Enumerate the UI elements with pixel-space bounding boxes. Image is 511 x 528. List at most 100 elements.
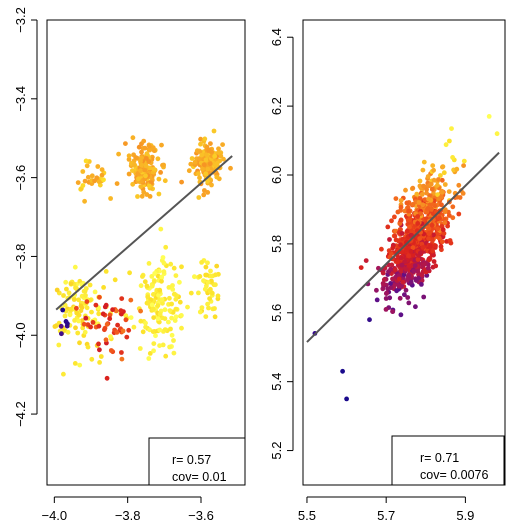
data-point [142, 145, 148, 151]
data-point [68, 281, 74, 287]
data-point [456, 182, 462, 188]
data-point [344, 396, 349, 402]
data-point [173, 273, 179, 278]
data-point [207, 296, 213, 301]
data-point [205, 178, 211, 184]
data-point [461, 158, 467, 164]
data-point [94, 175, 100, 181]
data-point [429, 222, 435, 228]
stat-cov: cov= 0.0076 [420, 468, 489, 482]
data-point [179, 313, 184, 318]
data-point [119, 296, 125, 301]
data-point [205, 280, 211, 285]
data-point [155, 273, 161, 279]
data-point [389, 262, 395, 268]
data-point [214, 263, 220, 269]
data-point [200, 166, 206, 172]
data-point [392, 214, 397, 220]
data-point [388, 266, 394, 272]
x-tick-label: 5.9 [456, 508, 474, 523]
data-point [142, 279, 148, 285]
data-point [439, 177, 445, 183]
data-point [143, 173, 148, 179]
data-point [116, 151, 121, 157]
stat-r: r= 0.57 [172, 453, 211, 467]
data-point [420, 245, 426, 250]
data-point [486, 114, 492, 119]
data-point [195, 171, 201, 177]
data-point [64, 286, 69, 292]
data-point [123, 141, 128, 147]
scatter-points [52, 128, 233, 381]
data-point [159, 297, 165, 302]
data-point [179, 325, 184, 331]
data-point [83, 315, 89, 321]
data-point [392, 233, 398, 239]
data-point [133, 155, 139, 160]
data-point [415, 257, 421, 262]
data-point [425, 174, 431, 179]
data-point [72, 264, 78, 270]
data-point [419, 282, 424, 287]
data-point [381, 277, 387, 283]
data-point [61, 371, 66, 377]
data-point [228, 165, 233, 171]
data-point [205, 260, 210, 266]
data-point [396, 283, 402, 289]
data-point [161, 260, 167, 266]
data-point [147, 183, 152, 189]
stat-r: r= 0.71 [420, 451, 459, 465]
data-point [113, 308, 119, 314]
data-point [415, 268, 421, 274]
data-point [58, 323, 64, 329]
data-point [417, 178, 423, 184]
data-point [186, 168, 192, 174]
data-point [410, 202, 416, 207]
data-point [412, 263, 418, 268]
data-point [128, 315, 134, 320]
y-tick-label: −3.6 [13, 165, 28, 191]
data-point [126, 327, 132, 333]
data-point [202, 188, 207, 193]
data-point [77, 362, 83, 368]
data-point [153, 333, 158, 339]
data-point [76, 297, 81, 303]
y-tick-label: 6.0 [269, 166, 284, 184]
y-tick-label: 5.8 [269, 235, 284, 253]
data-point [192, 159, 198, 165]
data-point [406, 208, 411, 214]
data-point [206, 305, 211, 311]
data-point [179, 264, 184, 270]
data-point [73, 325, 78, 331]
data-point [398, 268, 404, 274]
data-point [383, 296, 389, 301]
data-point [426, 226, 432, 231]
data-point [438, 173, 443, 178]
data-point [172, 318, 178, 323]
data-point [88, 324, 93, 330]
data-point [104, 321, 110, 327]
data-point [398, 204, 404, 210]
data-point [169, 315, 175, 321]
data-point [142, 167, 148, 173]
data-point [56, 342, 62, 348]
data-point [390, 309, 395, 314]
data-point [102, 327, 107, 333]
data-point [156, 292, 161, 298]
data-point [185, 304, 190, 310]
data-point [408, 249, 414, 254]
data-point [396, 276, 402, 282]
data-point [136, 144, 142, 150]
data-point [110, 307, 115, 313]
data-point [428, 181, 434, 187]
data-point [159, 278, 164, 284]
data-point [161, 162, 167, 168]
data-point [406, 300, 412, 306]
data-point [79, 318, 85, 324]
data-point [208, 268, 213, 274]
data-point [199, 152, 205, 158]
data-point [84, 299, 90, 304]
data-point [404, 247, 409, 252]
data-point [103, 269, 109, 274]
